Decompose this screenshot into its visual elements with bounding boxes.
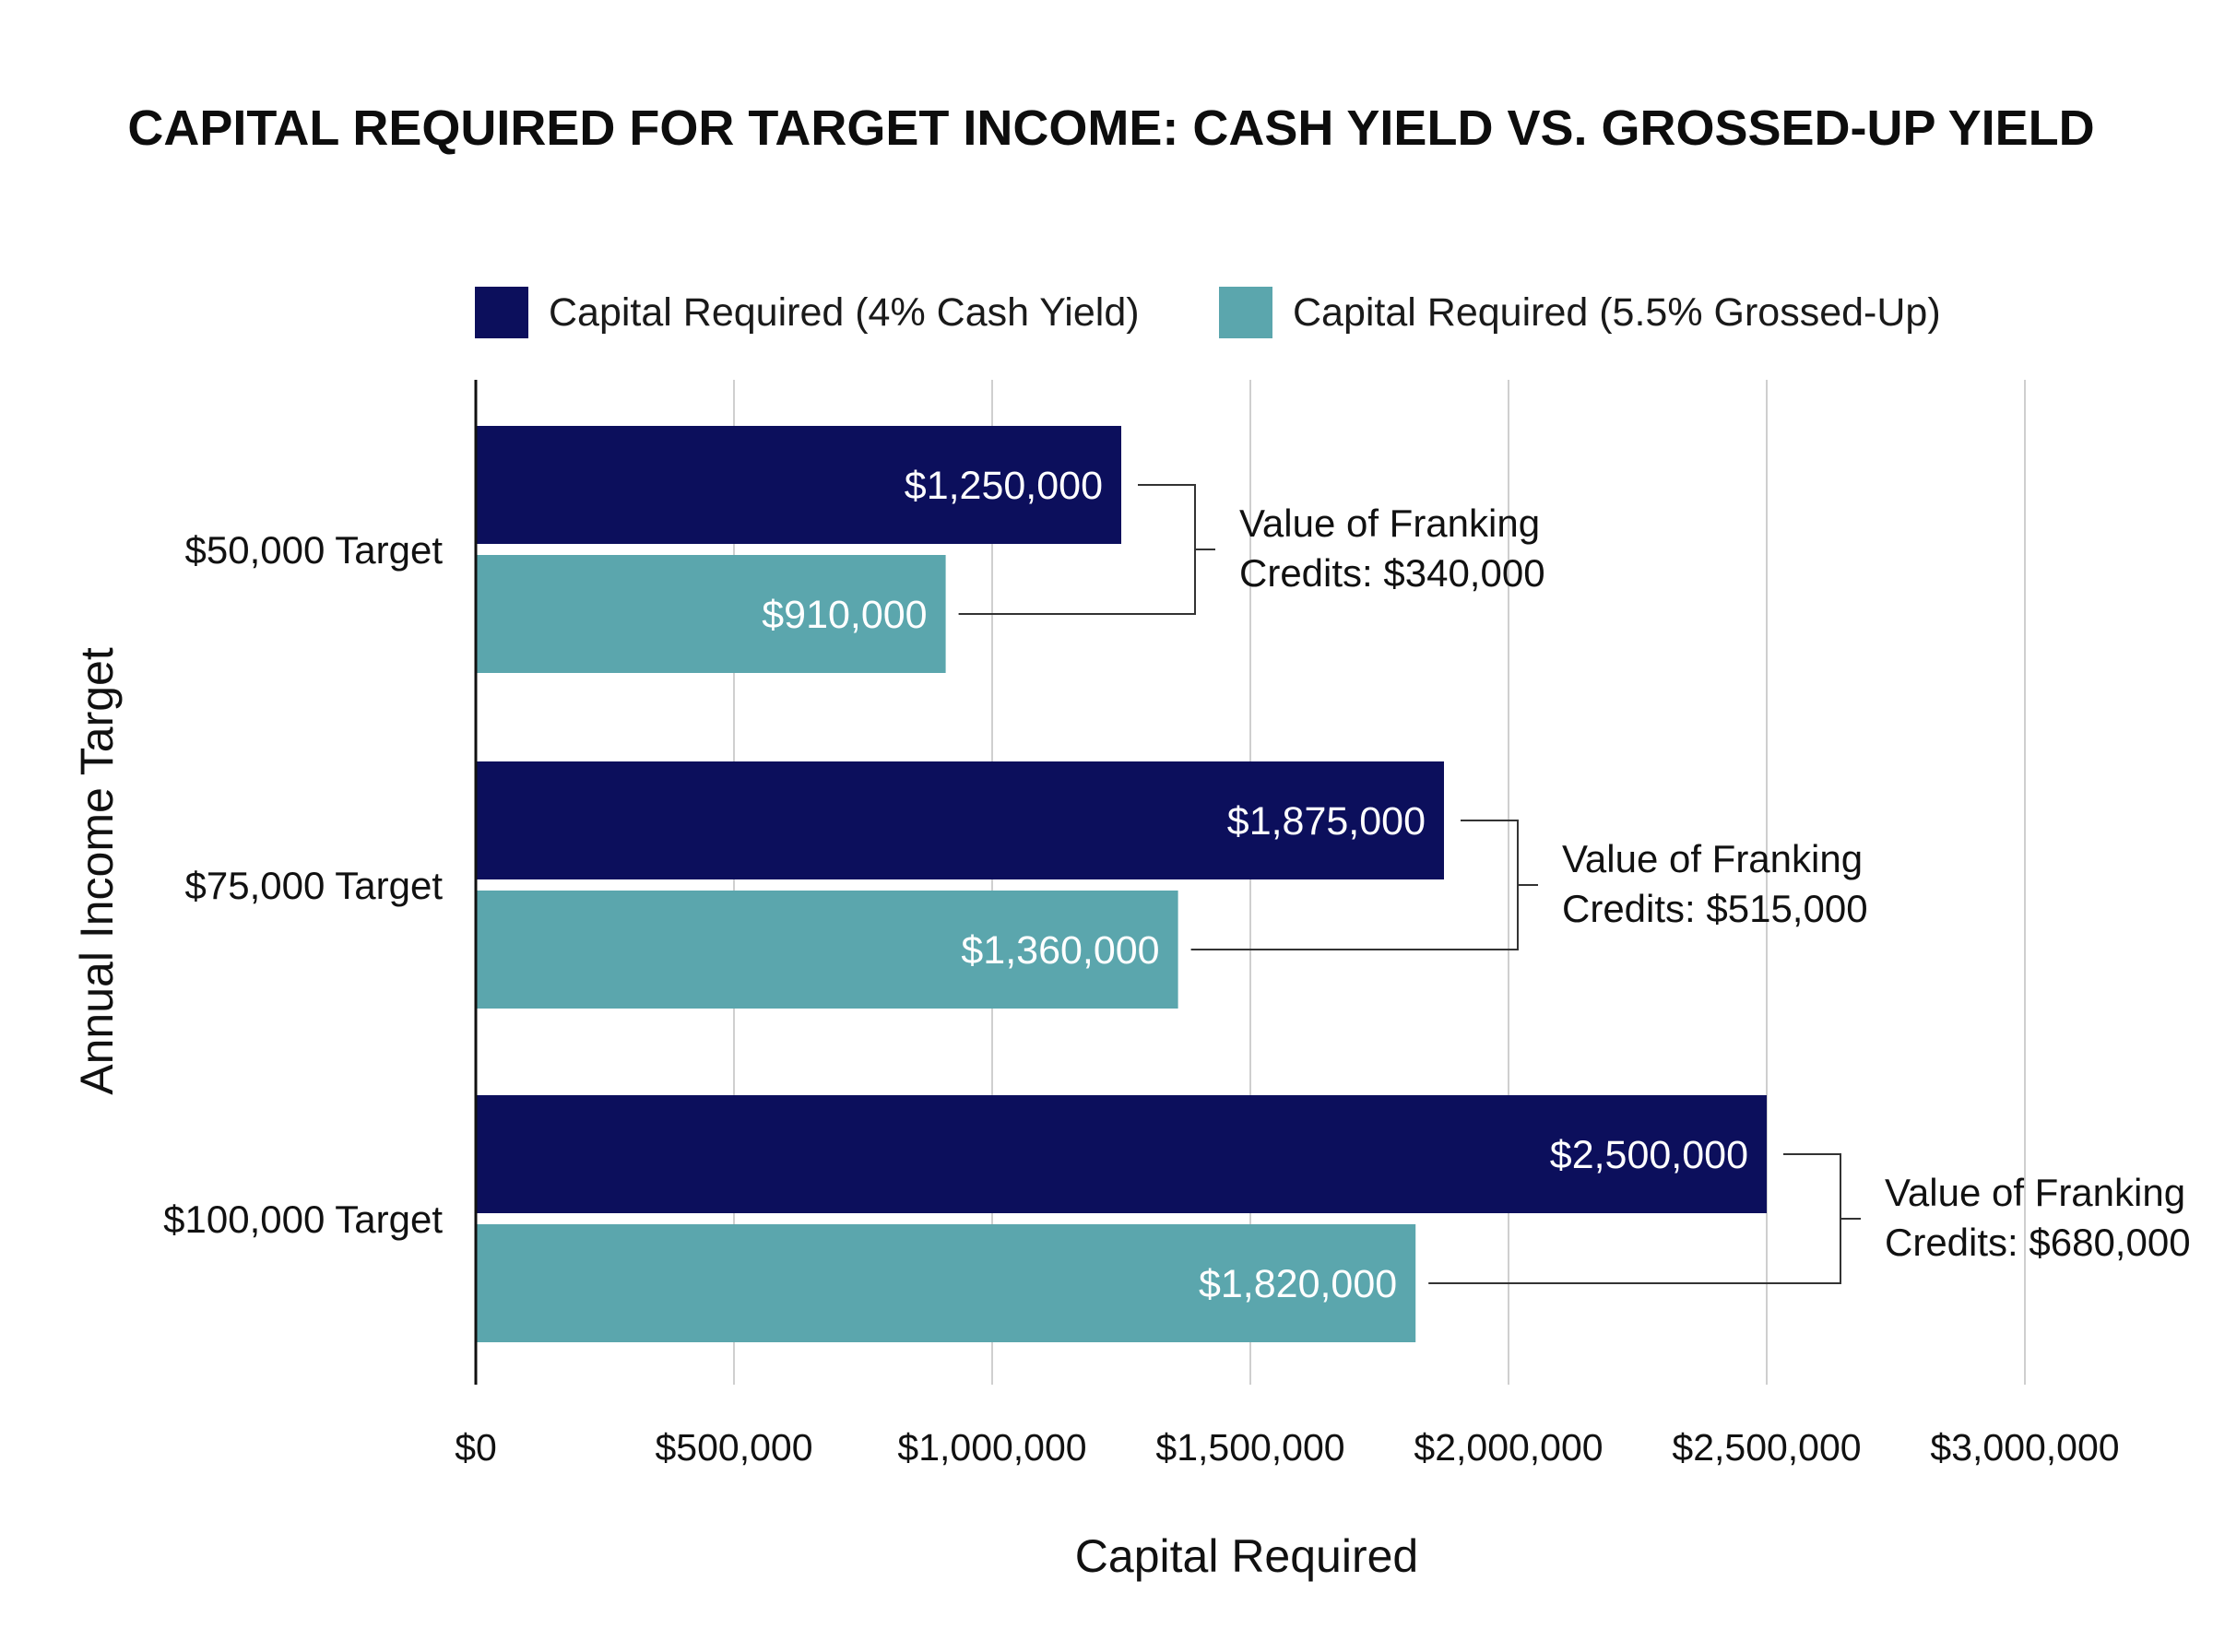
x-tick-label: $1,000,000 [897,1426,1086,1469]
bar-value-label: $2,500,000 [1550,1133,1748,1177]
legend-swatch [475,287,528,338]
bar [476,1095,1767,1213]
y-axis-title: Annual Income Target [71,647,123,1095]
bars: $1,250,000 $910,000 $1,875,000 $1,360,000 $2… [476,426,1767,1342]
legend-swatch [1219,287,1272,338]
x-tick-label: $0 [455,1426,497,1469]
x-tick-label: $1,500,000 [1155,1426,1344,1469]
y-category-label: $75,000 Target [185,864,444,907]
bar-value-label: $1,250,000 [905,464,1103,508]
annotation-line-2: Credits: $680,000 [1885,1221,2191,1264]
axes: $0 $500,000 $1,000,000 $1,500,000 $2,000,000… [163,380,2120,1469]
annotation-line-2: Credits: $515,000 [1562,887,1868,930]
annotations: Value of Franking Credits: $340,000 Value … [958,484,2191,1284]
annotation-line-1: Value of Franking [1239,502,1540,545]
x-tick-label: $2,000,000 [1414,1426,1603,1469]
bar [476,891,1178,1009]
bar-value-label: $910,000 [762,593,927,637]
x-tick-label: $2,500,000 [1672,1426,1861,1469]
x-tick-label: $500,000 [655,1426,812,1469]
bar-value-label: $1,820,000 [1199,1262,1397,1306]
y-category-label: $100,000 Target [163,1198,443,1241]
x-tick-label: $3,000,000 [1930,1426,2119,1469]
gridlines [733,380,2026,1385]
legend-label: Capital Required (4% Cash Yield) [549,290,1140,335]
bar [476,426,1121,544]
legend: Capital Required (4% Cash Yield) Capital … [475,287,1941,338]
bar [476,761,1444,879]
bar [476,1224,1416,1342]
bar [476,555,946,673]
chart-title: CAPITAL REQUIRED FOR TARGET INCOME: CASH… [127,100,2094,156]
legend-label: Capital Required (5.5% Grossed-Up) [1293,290,1941,335]
annotation-line-2: Credits: $340,000 [1239,551,1545,595]
bar-value-label: $1,875,000 [1227,799,1426,844]
annotation-line-1: Value of Franking [1885,1171,2185,1214]
bar-value-label: $1,360,000 [961,928,1159,973]
x-axis-title: Capital Required [1075,1530,1418,1582]
annotation-line-1: Value of Franking [1562,837,1863,880]
y-category-label: $50,000 Target [185,528,444,572]
